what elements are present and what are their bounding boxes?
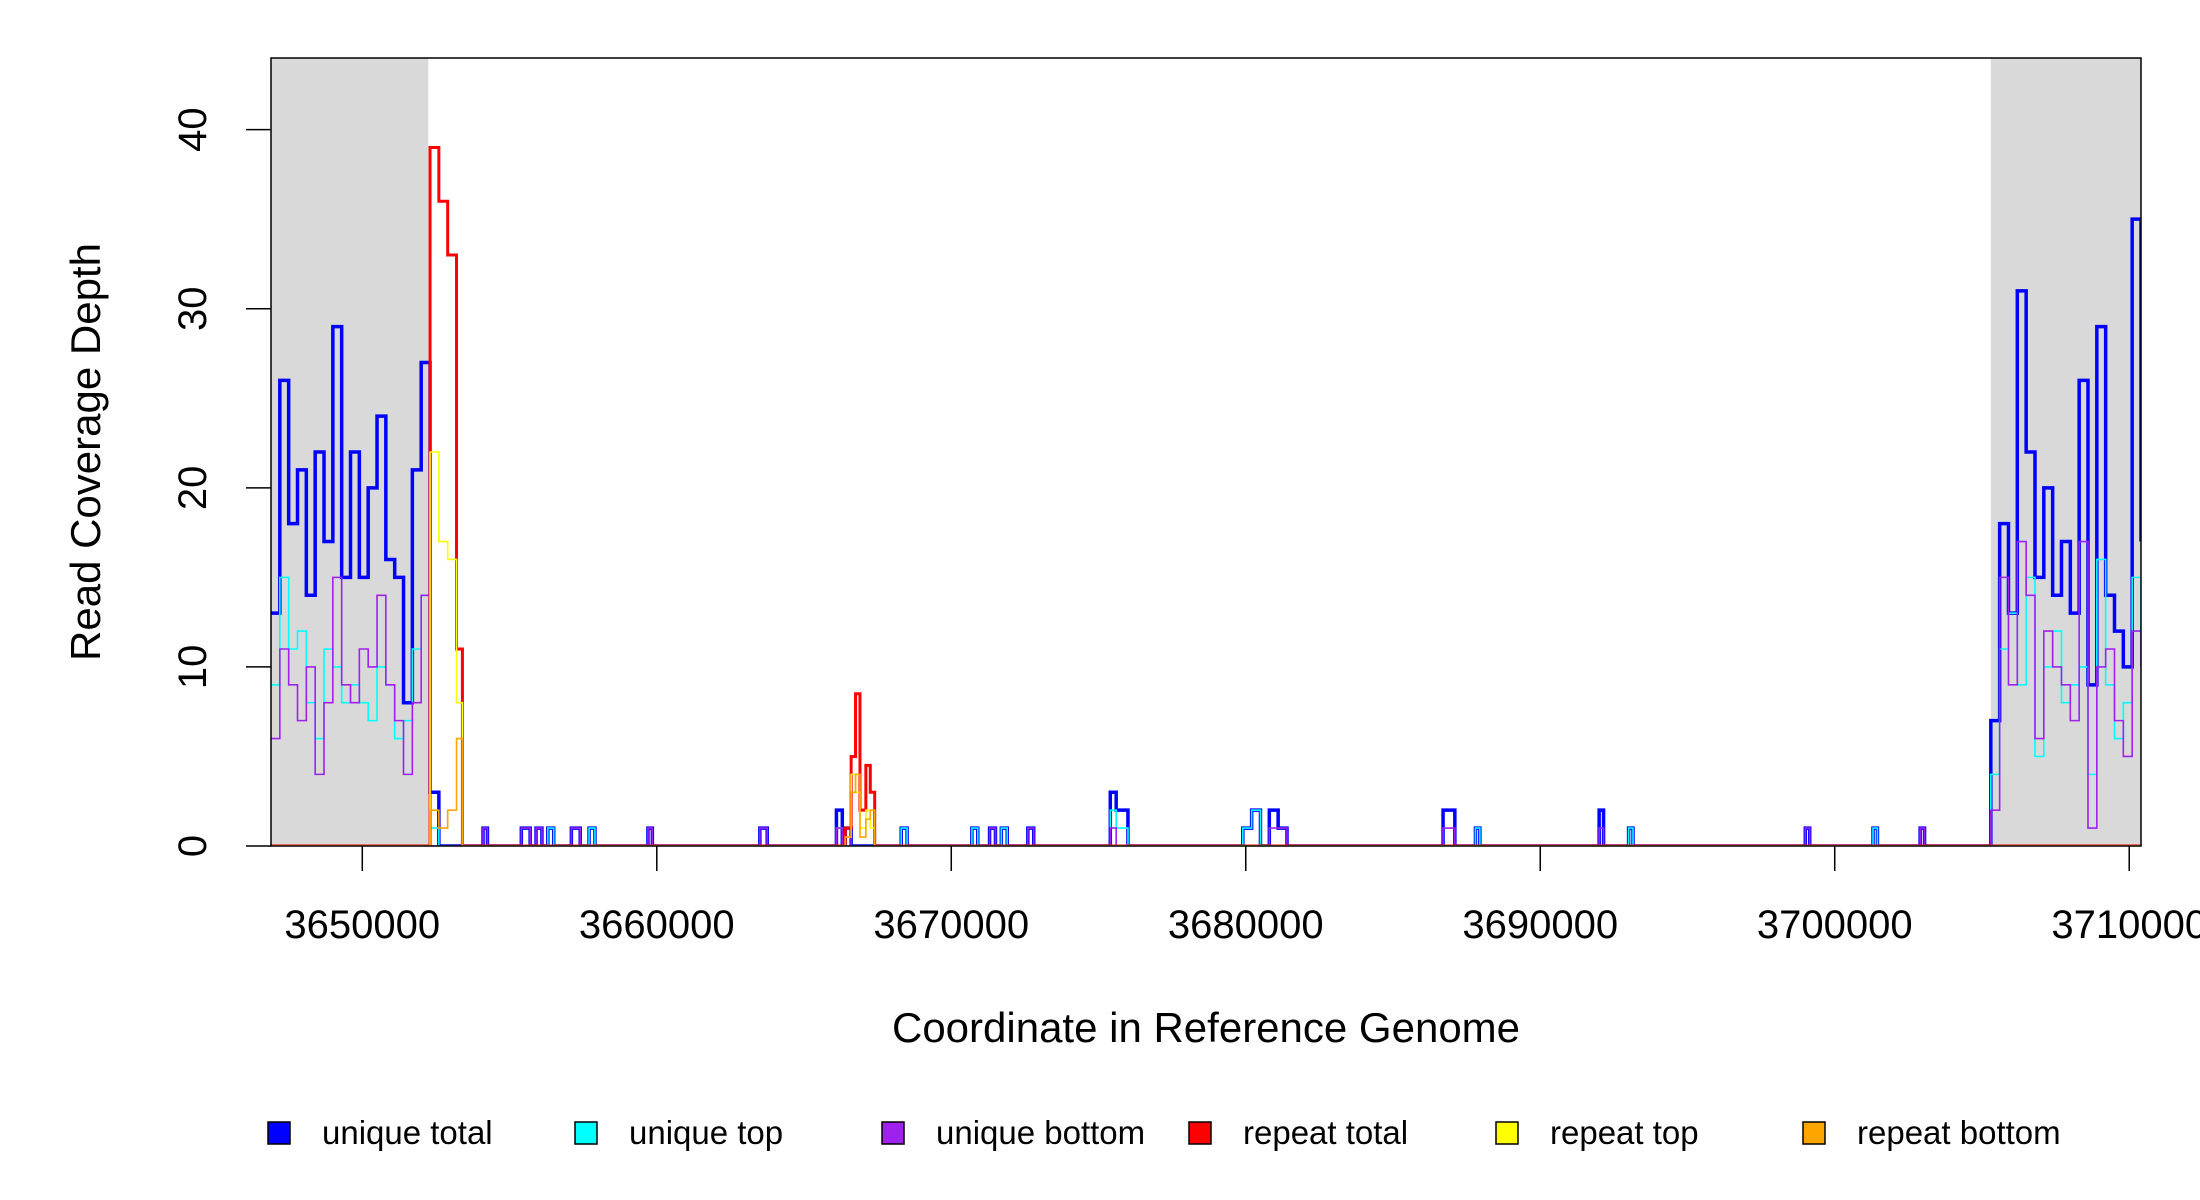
legend-swatch [1188,1121,1212,1145]
plot-frame [270,57,2142,847]
legend-swatch [574,1121,598,1145]
x-tick-label: 3670000 [873,903,1029,947]
legend-swatch [881,1121,905,1145]
plot-lines [271,146,2141,846]
legend-label: unique bottom [936,1114,1145,1151]
y-tick-label: 30 [171,286,215,331]
series-line [271,558,2141,846]
legend-swatch [1495,1121,1519,1145]
y-tick-label: 10 [171,645,215,690]
x-tick-label: 3690000 [1462,903,1618,947]
legend-label: unique total [322,1114,493,1151]
legend-swatch [1802,1121,1826,1145]
legend-swatch [267,1121,291,1145]
series-line [271,146,2141,846]
y-tick-label: 20 [171,466,215,511]
legend-label: unique top [629,1114,783,1151]
x-tick-label: 3700000 [1757,903,1913,947]
highlight-range [1990,58,2141,846]
x-tick-label: 3710000 [2051,903,2200,947]
x-tick-label: 3660000 [579,903,735,947]
legend-label: repeat total [1243,1114,1408,1151]
x-tick-label: 3680000 [1168,903,1324,947]
y-tick-label: 40 [171,107,215,152]
series-line [271,217,2141,846]
legend-label: repeat top [1550,1114,1699,1151]
y-axis-label: Read Coverage Depth [62,243,109,661]
x-tick-label: 3650000 [284,903,440,947]
series-line [271,540,2141,846]
x-axis-label: Coordinate in Reference Genome [892,1004,1520,1051]
legend-label: repeat bottom [1857,1114,2061,1151]
series-line [271,451,2141,846]
series-line [271,737,2141,846]
y-tick-label: 0 [171,835,215,857]
